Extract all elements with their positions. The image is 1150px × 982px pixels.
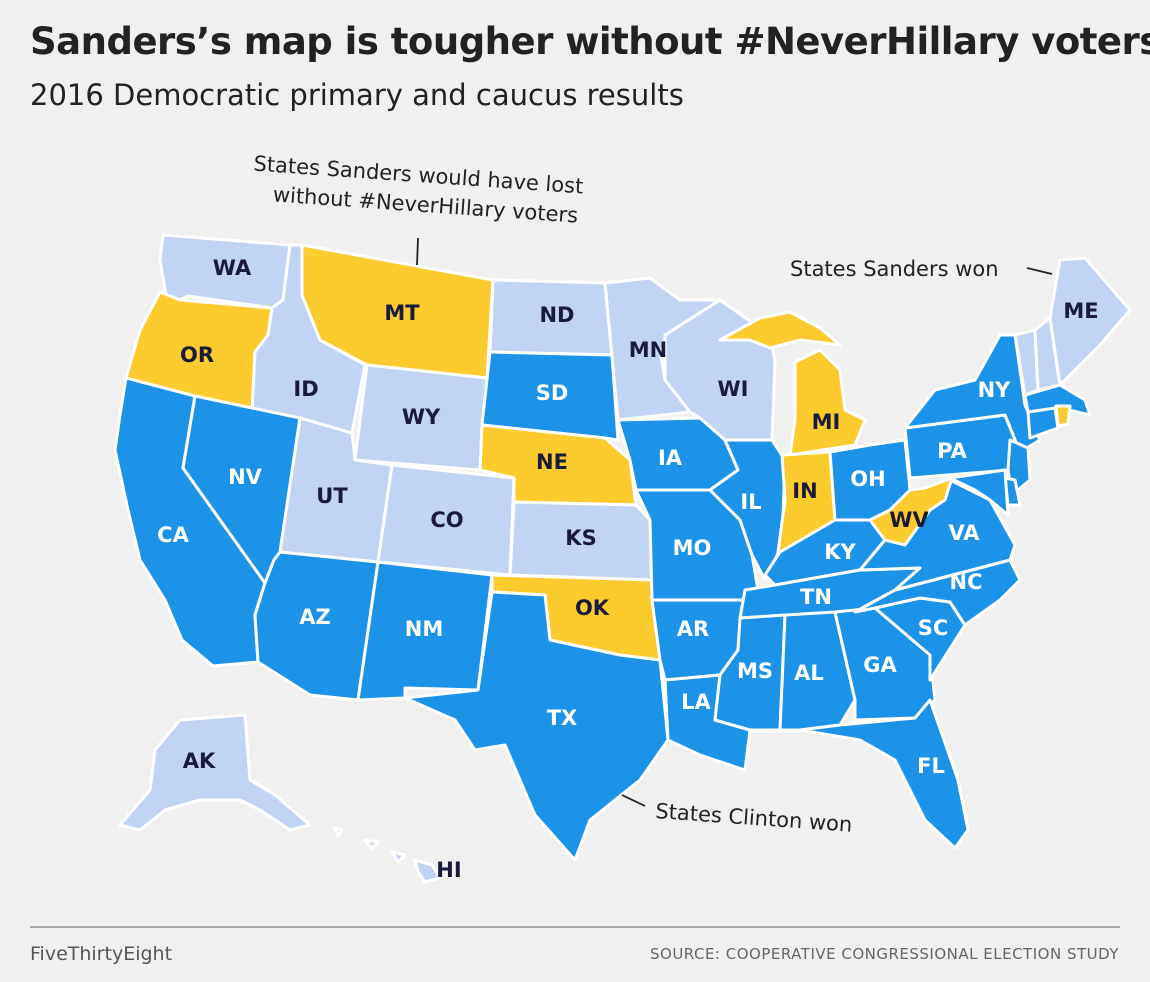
state-label-NE: NE <box>536 450 568 474</box>
annotation-sanders-won-text: States Sanders won <box>790 257 999 281</box>
state-label-TX: TX <box>547 706 578 730</box>
state-label-IL: IL <box>740 490 761 514</box>
state-IL[interactable] <box>708 438 787 582</box>
state-label-ND: ND <box>539 303 574 327</box>
state-label-NV: NV <box>228 465 263 489</box>
chart-subtitle: 2016 Democratic primary and caucus resul… <box>30 78 684 112</box>
chart-title: Sanders’s map is tougher without #NeverH… <box>30 20 1150 63</box>
state-label-ME: ME <box>1063 299 1098 323</box>
annotation-clinton-won-text: States Clinton won <box>655 799 853 837</box>
state-label-SC: SC <box>918 616 949 640</box>
state-label-MS: MS <box>737 659 773 683</box>
annotation-clinton-won-leader <box>621 794 646 807</box>
state-label-AZ: AZ <box>299 605 330 629</box>
state-label-MN: MN <box>629 338 667 362</box>
state-label-KS: KS <box>565 526 596 550</box>
state-label-WA: WA <box>213 256 252 280</box>
state-label-OK: OK <box>575 596 610 620</box>
state-label-IN: IN <box>792 479 817 503</box>
annotation-clinton-won: States Clinton won <box>621 794 853 837</box>
state-label-CA: CA <box>157 523 189 547</box>
state-label-OH: OH <box>850 467 885 491</box>
state-label-ID: ID <box>293 377 318 401</box>
state-label-NY: NY <box>978 378 1012 402</box>
us-state-results-map: WA OR CA ID NV MT WY UT AZ CO NM ND SD NE KS OK TX MN IA MO… <box>113 152 1132 884</box>
state-label-MO: MO <box>673 536 712 560</box>
state-label-WI: WI <box>718 377 749 401</box>
state-label-CO: CO <box>430 508 463 532</box>
annotation-sanders-won-leader <box>1026 267 1053 275</box>
state-label-UT: UT <box>316 484 348 508</box>
state-label-AK: AK <box>183 749 216 773</box>
brand-logo-text: FiveThirtyEight <box>30 943 173 965</box>
state-AK[interactable] <box>118 713 312 832</box>
state-MD[interactable] <box>948 468 1010 517</box>
state-label-IA: IA <box>658 446 683 470</box>
state-label-NM: NM <box>405 617 443 641</box>
state-RI[interactable] <box>1054 404 1072 428</box>
state-label-HI: HI <box>436 858 461 882</box>
state-CT[interactable] <box>1026 406 1060 440</box>
state-label-MI: MI <box>812 410 841 434</box>
state-TX[interactable] <box>403 590 670 862</box>
annotation-neverhillary-leader <box>416 237 419 266</box>
state-label-WY: WY <box>402 405 441 429</box>
state-MI[interactable] <box>718 310 867 457</box>
state-label-VA: VA <box>948 521 980 545</box>
state-label-WV: WV <box>889 508 929 532</box>
state-FL[interactable] <box>798 698 970 850</box>
annotation-sanders-won: States Sanders won <box>790 257 1053 281</box>
state-label-PA: PA <box>937 439 967 463</box>
state-label-KY: KY <box>824 540 856 564</box>
source-note: SOURCE: COOPERATIVE CONGRESSIONAL ELECTI… <box>650 945 1119 963</box>
state-label-TN: TN <box>800 585 832 609</box>
state-label-AR: AR <box>677 617 709 641</box>
state-label-AL: AL <box>794 661 824 685</box>
state-label-FL: FL <box>917 754 945 778</box>
state-label-GA: GA <box>863 653 897 677</box>
footer-divider <box>30 926 1120 928</box>
state-label-MT: MT <box>384 301 420 325</box>
state-label-SD: SD <box>536 381 569 405</box>
state-HI[interactable] <box>333 826 442 884</box>
state-label-OR: OR <box>180 343 214 367</box>
state-SD[interactable] <box>480 350 620 442</box>
state-label-NC: NC <box>950 570 983 594</box>
state-WV[interactable] <box>868 476 954 547</box>
state-label-LA: LA <box>681 690 711 714</box>
